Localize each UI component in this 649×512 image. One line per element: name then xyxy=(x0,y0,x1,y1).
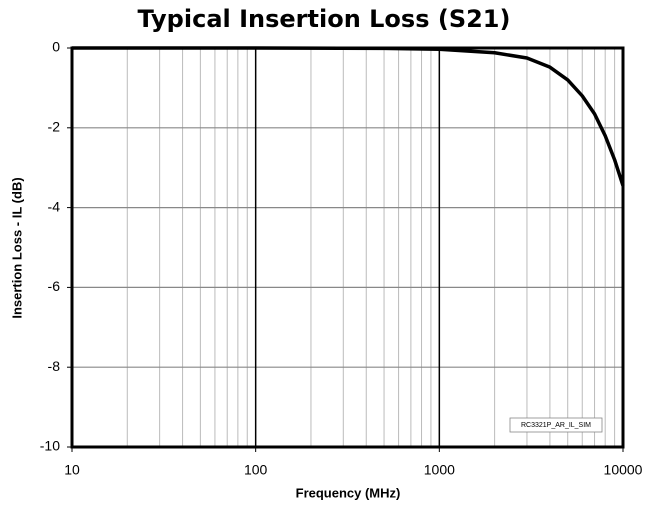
y-tick-label: -8 xyxy=(48,358,61,374)
x-tick-label: 100 xyxy=(244,462,268,478)
chart-title: Typical Insertion Loss (S21) xyxy=(138,5,511,33)
x-axis-label: Frequency (MHz) xyxy=(296,485,401,500)
y-tick-label: -4 xyxy=(48,198,61,214)
x-tick-label: 10000 xyxy=(604,462,643,478)
y-axis-label: Insertion Loss - IL (dB) xyxy=(9,177,24,318)
annotation-box xyxy=(509,417,603,433)
line xyxy=(72,46,625,187)
y-tick-label: -6 xyxy=(48,278,61,294)
y-tick-label: -2 xyxy=(48,119,61,135)
x-tick-label: 10 xyxy=(64,462,80,478)
y-tick-label: -10 xyxy=(40,438,60,454)
annotation: RC3321P_AR_IL_SIM xyxy=(521,422,591,429)
y-tick-label: 0 xyxy=(52,39,60,55)
plot-border xyxy=(70,46,625,449)
x-tick-label: 1000 xyxy=(424,462,455,478)
